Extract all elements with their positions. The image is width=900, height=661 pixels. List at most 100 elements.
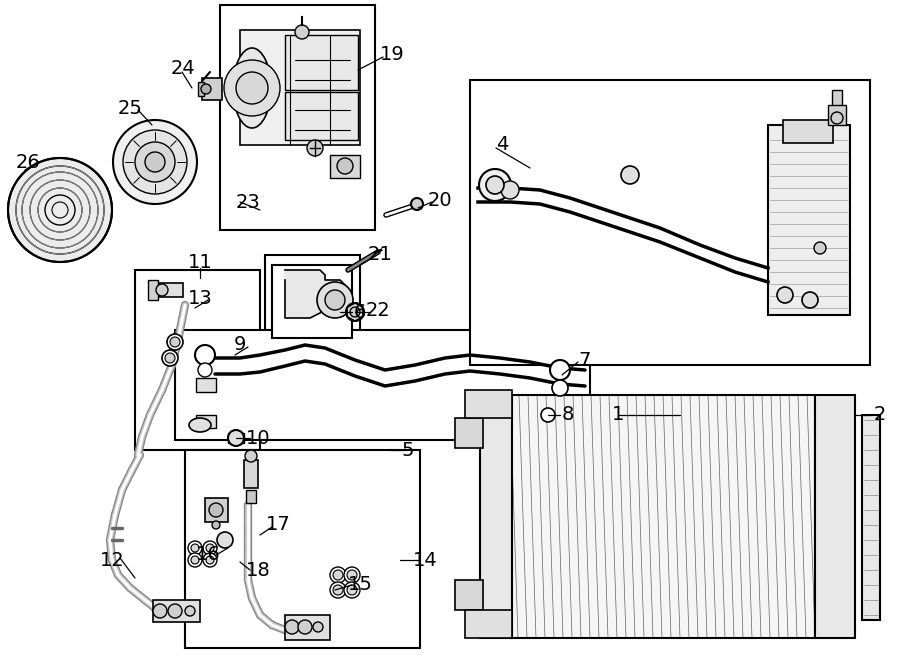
Circle shape [307,140,323,156]
Circle shape [156,284,168,296]
Bar [455,418,483,448]
Bar [285,92,358,140]
Text: 18: 18 [246,561,270,580]
Circle shape [777,287,793,303]
Circle shape [245,450,257,462]
Bar [153,600,200,622]
Circle shape [295,25,309,39]
Circle shape [188,541,202,555]
Circle shape [347,570,357,580]
Circle shape [123,130,187,194]
Text: 22: 22 [365,301,391,319]
Bar [198,82,204,96]
Bar [470,80,870,365]
Circle shape [191,556,199,564]
Bar [272,265,352,338]
Circle shape [236,72,268,104]
Text: 4: 4 [496,136,508,155]
Bar [455,580,483,610]
Circle shape [224,60,280,116]
Text: 5: 5 [401,440,414,459]
Bar [205,498,228,522]
Circle shape [185,606,195,616]
Polygon shape [285,270,345,318]
Circle shape [206,556,214,564]
Bar [246,490,256,503]
Circle shape [195,345,215,365]
Bar [828,105,846,125]
Circle shape [209,503,223,517]
Text: 13: 13 [187,288,212,307]
Circle shape [228,430,244,446]
Bar [832,90,842,115]
Text: 26: 26 [15,153,40,171]
Bar [228,433,244,443]
Bar [196,415,216,428]
Bar [285,35,358,90]
Text: 17: 17 [266,516,291,535]
Circle shape [153,604,167,618]
Circle shape [333,585,343,595]
Text: 7: 7 [579,350,591,369]
Bar [815,395,855,638]
Circle shape [344,582,360,598]
Bar [240,30,360,145]
Circle shape [188,553,202,567]
Bar [783,120,833,143]
Circle shape [333,570,343,580]
Circle shape [217,532,233,548]
Circle shape [162,350,178,366]
Circle shape [550,360,570,380]
Bar [265,255,360,345]
Text: 19: 19 [380,46,404,65]
Circle shape [313,622,323,632]
Text: 8: 8 [562,405,574,424]
Bar [244,460,258,488]
Text: 20: 20 [428,190,453,210]
Circle shape [145,152,165,172]
Text: 1: 1 [612,405,625,424]
Bar [135,270,260,450]
Circle shape [350,307,360,317]
Bar [330,155,360,178]
Circle shape [486,176,504,194]
Circle shape [346,303,364,321]
Bar [155,283,183,297]
Circle shape [552,380,568,396]
Circle shape [135,142,175,182]
Bar [196,378,216,392]
Circle shape [165,353,175,363]
Text: 24: 24 [171,59,195,77]
Text: 11: 11 [187,253,212,272]
Circle shape [325,290,345,310]
Circle shape [191,544,199,552]
Circle shape [831,112,843,124]
Circle shape [479,169,511,201]
Circle shape [344,567,360,583]
Circle shape [814,242,826,254]
Circle shape [203,553,217,567]
Circle shape [317,282,353,318]
Circle shape [347,585,357,595]
Text: 15: 15 [347,576,373,594]
Circle shape [167,334,183,350]
Circle shape [330,582,346,598]
Circle shape [206,544,214,552]
Bar [465,610,512,638]
Circle shape [8,158,112,262]
Bar [148,280,158,300]
Bar [465,390,512,418]
Text: 16: 16 [195,545,220,564]
Bar [185,450,420,648]
Circle shape [330,567,346,583]
Text: 12: 12 [100,551,124,570]
Circle shape [337,158,353,174]
Text: 9: 9 [234,336,247,354]
Circle shape [212,521,220,529]
Circle shape [198,363,212,377]
Ellipse shape [233,48,271,128]
Bar [285,615,330,640]
Text: 21: 21 [367,245,392,264]
Circle shape [501,181,519,199]
Text: 14: 14 [412,551,437,570]
